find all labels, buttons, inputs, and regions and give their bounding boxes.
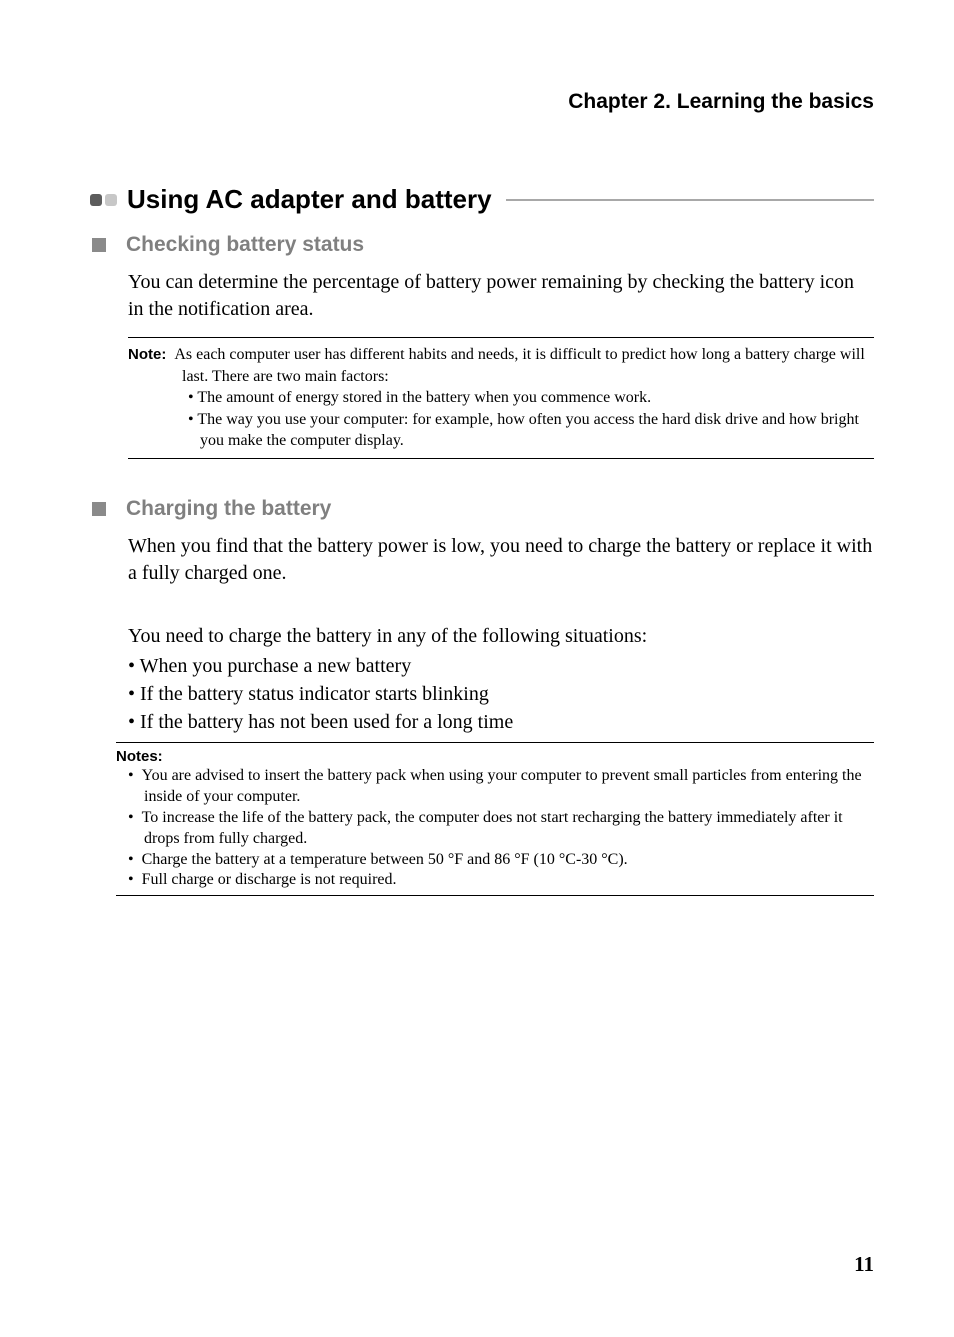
bullet-item: • When you purchase a new battery [128, 652, 874, 680]
body-paragraph: When you find that the battery power is … [128, 533, 874, 587]
notes-item: • To increase the life of the battery pa… [116, 808, 874, 850]
notes-box: Notes: • You are advised to insert the b… [116, 742, 874, 896]
notes-text: Full charge or discharge is not required… [142, 871, 397, 888]
notes-item: • You are advised to insert the battery … [116, 766, 874, 808]
main-heading: Using AC adapter and battery [127, 184, 492, 215]
note-bullet-item: • The amount of energy stored in the bat… [182, 387, 874, 409]
square-bullet-icon [92, 502, 106, 516]
notes-text: Charge the battery at a temperature betw… [142, 851, 628, 868]
sub-heading-row: Checking battery status [90, 233, 874, 257]
bullet-list: • When you purchase a new battery • If t… [128, 652, 874, 736]
body-paragraph: You need to charge the battery in any of… [128, 623, 874, 650]
notes-text: You are advised to insert the battery pa… [142, 767, 862, 805]
bullet-text: If the battery has not been used for a l… [140, 711, 513, 733]
note-box: Note: As each computer user has differen… [128, 337, 874, 459]
chapter-header: Chapter 2. Learning the basics [90, 90, 874, 114]
notes-text: To increase the life of the battery pack… [142, 809, 843, 847]
body-paragraph: You can determine the percentage of batt… [128, 269, 874, 323]
note-bullet-item: • The way you use your computer: for exa… [182, 409, 874, 452]
note-lead: Note: As each computer user has differen… [128, 344, 874, 387]
bullet-text: If the battery status indicator starts b… [140, 683, 489, 705]
sub-heading: Checking battery status [126, 233, 364, 257]
notes-item: • Charge the battery at a temperature be… [116, 850, 874, 871]
note-bullets: • The amount of energy stored in the bat… [128, 387, 874, 452]
heading-rule [506, 199, 874, 201]
notes-item: • Full charge or discharge is not requir… [116, 870, 874, 891]
bullet-text: When you purchase a new battery [140, 655, 412, 677]
bullet-icon [105, 194, 117, 206]
notes-label: Notes: [116, 747, 874, 767]
main-heading-row: Using AC adapter and battery [90, 184, 874, 215]
bullet-icon [90, 194, 102, 206]
page-number: 11 [854, 1252, 874, 1277]
bullet-item: • If the battery has not been used for a… [128, 708, 874, 736]
note-lead-text: As each computer user has different habi… [174, 346, 864, 385]
note-bullet-text: The amount of energy stored in the batte… [197, 389, 651, 406]
sub-heading-row: Charging the battery [90, 497, 874, 521]
bullet-item: • If the battery status indicator starts… [128, 680, 874, 708]
note-label: Note: [128, 346, 166, 363]
heading-bullets [90, 194, 117, 206]
sub-heading: Charging the battery [126, 497, 331, 521]
note-bullet-text: The way you use your computer: for examp… [197, 411, 859, 450]
square-bullet-icon [92, 238, 106, 252]
